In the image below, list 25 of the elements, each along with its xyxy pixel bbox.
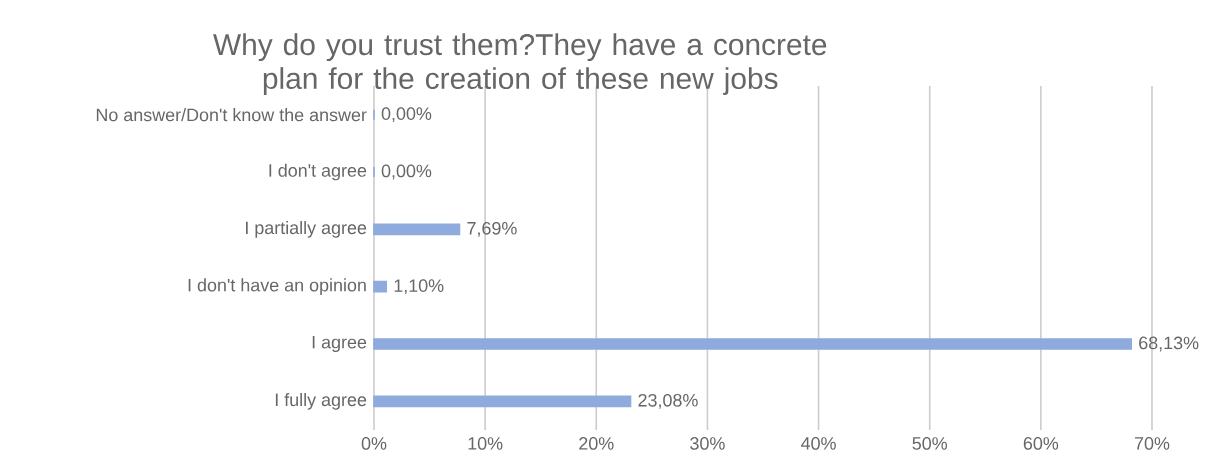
x-tick-label: 60% (1023, 437, 1059, 450)
data-label: 1,10% (394, 279, 444, 295)
y-tick-label: I don't agree (269, 163, 367, 181)
x-tick-label: 20% (579, 437, 614, 450)
data-label: 23,08% (638, 393, 698, 409)
bar (373, 223, 461, 236)
y-tick-label: I fully agree (275, 392, 367, 410)
data-label: 0,00% (381, 107, 432, 123)
x-tick-label: 10% (468, 437, 503, 450)
bar (373, 280, 388, 293)
data-label: 7,69% (467, 221, 517, 237)
y-tick-label: I agree (312, 335, 367, 353)
x-tick-label: 0% (361, 437, 387, 450)
y-tick-label: I partially agree (246, 220, 367, 238)
x-tick-label: 40% (801, 437, 836, 450)
x-tick-label: 30% (690, 437, 725, 450)
y-tick-label: I don't have an opinion (188, 278, 366, 296)
bar (373, 338, 1133, 350)
chart-title: Why do you trust them?They have a concrete plan for the creation of these new jobs (213, 33, 827, 95)
data-label: 0,00% (381, 164, 432, 180)
x-tick-label: 70% (1134, 437, 1170, 450)
x-tick-label: 50% (912, 437, 948, 450)
y-tick-label: No answer/Don't know the answer (96, 108, 367, 122)
bar (373, 395, 632, 408)
data-label: 68,13% (1139, 336, 1199, 352)
